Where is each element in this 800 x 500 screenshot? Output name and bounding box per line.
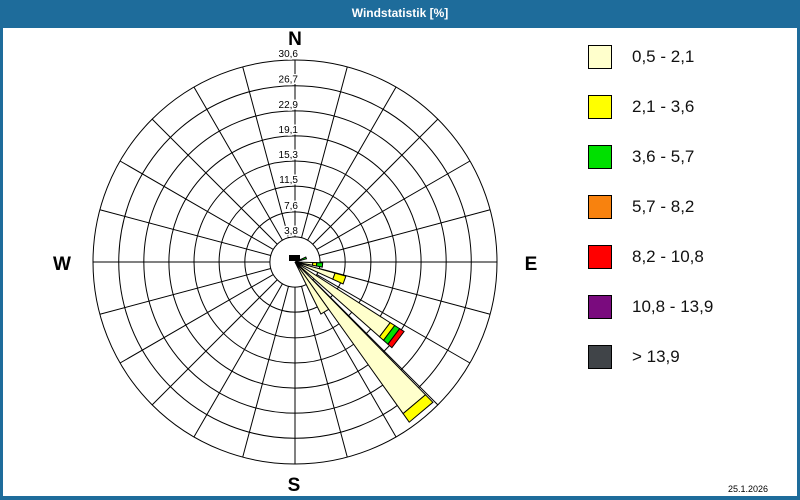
- windrose-ring-labels: 3,8 7,6 11,5 15,3 19,1 22,9 26,7 30,6: [277, 48, 300, 239]
- compass-east-label: E: [524, 254, 538, 275]
- legend-label: 10,8 - 13,9: [632, 296, 714, 316]
- ring-label: 22,9: [279, 100, 299, 111]
- windrose-bar-segment: [332, 272, 347, 285]
- legend-swatch: [588, 344, 612, 369]
- legend-label: 2,1 - 3,6: [632, 96, 695, 116]
- ring-label: 15,3: [279, 150, 299, 161]
- compass-south-label: S: [287, 475, 301, 496]
- date-stamp: 25.1.2026: [727, 484, 768, 494]
- legend-item: 10,8 - 13,9: [588, 294, 713, 319]
- legend: 0,5 - 2,1 2,1 - 3,6 3,6 - 5,7 5,7 - 8,2 8,2 …: [588, 44, 713, 394]
- legend-swatch: [588, 244, 612, 269]
- legend-item: 3,6 - 5,7: [588, 144, 713, 169]
- legend-label: 5,7 - 8,2: [632, 196, 695, 216]
- legend-label: 3,6 - 5,7: [632, 146, 695, 166]
- windrose-center-marker: [289, 255, 300, 261]
- compass-west-label: W: [53, 254, 71, 275]
- ring-label: 26,7: [279, 75, 299, 86]
- legend-swatch: [588, 194, 612, 219]
- legend-item: 8,2 - 10,8: [588, 244, 713, 269]
- legend-item: 5,7 - 8,2: [588, 194, 713, 219]
- legend-swatch: [588, 294, 612, 319]
- legend-item: > 13,9: [588, 344, 713, 369]
- legend-label: 8,2 - 10,8: [632, 246, 704, 266]
- ring-label: 7,6: [284, 201, 298, 212]
- windrose-bar-segment: [294, 261, 330, 315]
- ring-label: 3,8: [284, 226, 298, 237]
- legend-swatch: [588, 44, 612, 69]
- window-titlebar[interactable]: Windstatistik [%]: [0, 0, 800, 28]
- windrose-bar-segment: [402, 394, 434, 423]
- compass-north-label: N: [288, 29, 302, 50]
- windrose-bar-segment: [387, 328, 405, 349]
- legend-label: 0,5 - 2,1: [632, 46, 695, 66]
- windrose-bar-segment: [300, 256, 308, 261]
- legend-item: 2,1 - 3,6: [588, 94, 713, 119]
- window-title: Windstatistik [%]: [351, 6, 449, 20]
- windrose-bar-segment: [294, 261, 427, 415]
- legend-item: 0,5 - 2,1: [588, 44, 713, 69]
- legend-swatch: [588, 94, 612, 119]
- ring-label: 19,1: [279, 125, 299, 136]
- legend-swatch: [588, 144, 612, 169]
- windrose-bar-segment: [315, 262, 324, 268]
- ring-label: 11,5: [279, 175, 298, 186]
- windrose-bars: [294, 256, 434, 423]
- ring-label: 30,6: [279, 49, 299, 60]
- legend-label: > 13,9: [632, 346, 680, 366]
